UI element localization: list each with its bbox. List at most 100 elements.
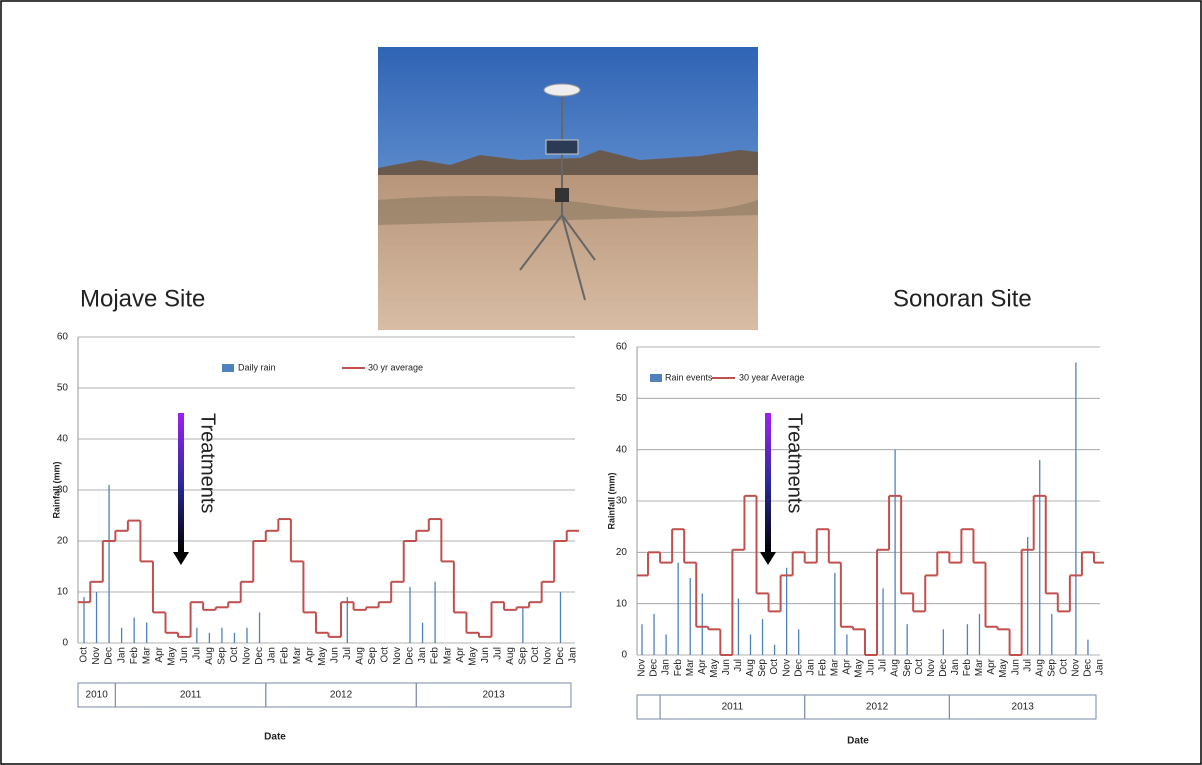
x-tick-label: Jul xyxy=(342,647,353,660)
x-tick-label: Nov xyxy=(242,647,253,665)
x-tick-label: Aug xyxy=(505,647,516,665)
x-tick-label: Sep xyxy=(367,647,378,665)
x-tick-label: Nov xyxy=(637,659,648,677)
x-tick-label: Jun xyxy=(721,659,732,675)
x-tick-label: May xyxy=(166,647,177,666)
legend-label: 30 year Average xyxy=(739,372,804,382)
x-tick-label: Jun xyxy=(1010,659,1021,675)
x-tick-label: Apr xyxy=(697,658,708,674)
y-tick-label: 10 xyxy=(616,598,628,609)
x-tick-label: Jan xyxy=(116,647,127,663)
x-tick-label: Feb xyxy=(673,659,684,677)
x-tick-label: Jul xyxy=(1022,659,1033,672)
x-tick-label: Dec xyxy=(555,647,566,665)
x-tick-label: Jun xyxy=(179,647,190,663)
x-axis-label: Date xyxy=(847,736,869,747)
x-tick-label: Oct xyxy=(229,647,240,663)
y-tick-label: 60 xyxy=(616,342,628,353)
y-tick-label: 0 xyxy=(621,650,627,661)
x-tick-label: Nov xyxy=(543,647,554,665)
year-label: 2011 xyxy=(722,702,744,713)
x-tick-label: Sep xyxy=(217,647,228,665)
x-tick-label: Oct xyxy=(530,647,541,663)
y-tick-label: 50 xyxy=(57,383,69,394)
legend-swatch xyxy=(650,374,662,382)
x-tick-label: Mar xyxy=(442,646,453,664)
x-tick-label: Jun xyxy=(329,647,340,663)
x-tick-label: Dec xyxy=(649,659,660,677)
legend-swatch xyxy=(222,364,234,372)
x-tick-label: Oct xyxy=(380,647,391,663)
x-tick-label: Jul xyxy=(733,659,744,672)
y-tick-label: 40 xyxy=(616,444,628,455)
x-tick-label: Apr xyxy=(455,646,466,662)
x-tick-label: May xyxy=(467,647,478,666)
photo xyxy=(378,47,758,330)
x-tick-label: Jan xyxy=(805,659,816,675)
x-tick-label: Sep xyxy=(517,647,528,665)
x-tick-label: Jan xyxy=(661,659,672,675)
x-tick-label: Nov xyxy=(91,647,102,665)
x-tick-label: Feb xyxy=(962,659,973,677)
x-tick-label: Jul xyxy=(191,647,202,660)
y-tick-label: 40 xyxy=(57,434,69,445)
year-label: 2012 xyxy=(866,702,889,713)
legend-label: Daily rain xyxy=(238,362,276,372)
x-tick-label: May xyxy=(709,659,720,678)
y-tick-label: 30 xyxy=(57,485,69,496)
y-tick-label: 0 xyxy=(62,638,68,649)
year-label: 2013 xyxy=(1012,702,1035,713)
treatment-arrow xyxy=(178,413,184,553)
year-label: 2012 xyxy=(330,690,353,701)
x-tick-label: Dec xyxy=(405,647,416,665)
x-tick-label: Aug xyxy=(745,659,756,677)
x-tick-label: Mar xyxy=(685,658,696,676)
x-tick-label: Nov xyxy=(926,659,937,677)
x-tick-label: Feb xyxy=(430,647,441,665)
y-tick-label: 30 xyxy=(616,496,628,507)
year-label: 2011 xyxy=(180,690,202,701)
x-tick-label: Jul xyxy=(878,659,889,672)
year-label: 2013 xyxy=(483,690,506,701)
y-tick-label: 20 xyxy=(616,547,628,558)
x-tick-label: Apr xyxy=(304,646,315,662)
x-tick-label: Aug xyxy=(1034,659,1045,677)
y-axis-label: Rainfall (mm) xyxy=(51,461,61,518)
x-tick-label: Mar xyxy=(292,646,303,664)
x-tick-label: Dec xyxy=(104,647,115,665)
x-tick-label: Mar xyxy=(141,646,152,664)
x-tick-label: Oct xyxy=(79,647,90,663)
year-box xyxy=(636,694,661,720)
x-tick-label: Jan xyxy=(267,647,278,663)
x-tick-label: Sep xyxy=(902,659,913,677)
x-tick-label: Jan xyxy=(1095,659,1106,675)
annotation: Treatments xyxy=(197,413,219,513)
x-tick-label: Oct xyxy=(914,659,925,675)
y-tick-label: 50 xyxy=(616,393,628,404)
treatment-arrow-head xyxy=(760,552,776,565)
x-tick-label: Sep xyxy=(757,659,768,677)
treatment-arrow xyxy=(765,413,771,553)
x-tick-label: Sep xyxy=(1046,659,1057,677)
year-label: 2010 xyxy=(86,690,109,701)
chart-title: Sonoran Site xyxy=(893,285,1032,312)
x-tick-label: Jan xyxy=(950,659,961,675)
x-tick-label: Dec xyxy=(1083,659,1094,677)
x-tick-label: Mar xyxy=(829,658,840,676)
x-tick-label: Apr xyxy=(154,646,165,662)
x-tick-label: Feb xyxy=(129,647,140,665)
x-tick-label: Jul xyxy=(492,647,503,660)
x-tick-label: Feb xyxy=(817,659,828,677)
x-axis-label: Date xyxy=(264,732,286,743)
x-tick-label: Jun xyxy=(866,659,877,675)
x-tick-label: Oct xyxy=(769,659,780,675)
year-box xyxy=(415,682,572,708)
x-tick-label: Jun xyxy=(480,647,491,663)
x-tick-label: Nov xyxy=(392,647,403,665)
x-tick-label: Nov xyxy=(781,659,792,677)
x-tick-label: Apr xyxy=(986,658,997,674)
y-axis-label: Rainfall (mm) xyxy=(606,472,616,529)
